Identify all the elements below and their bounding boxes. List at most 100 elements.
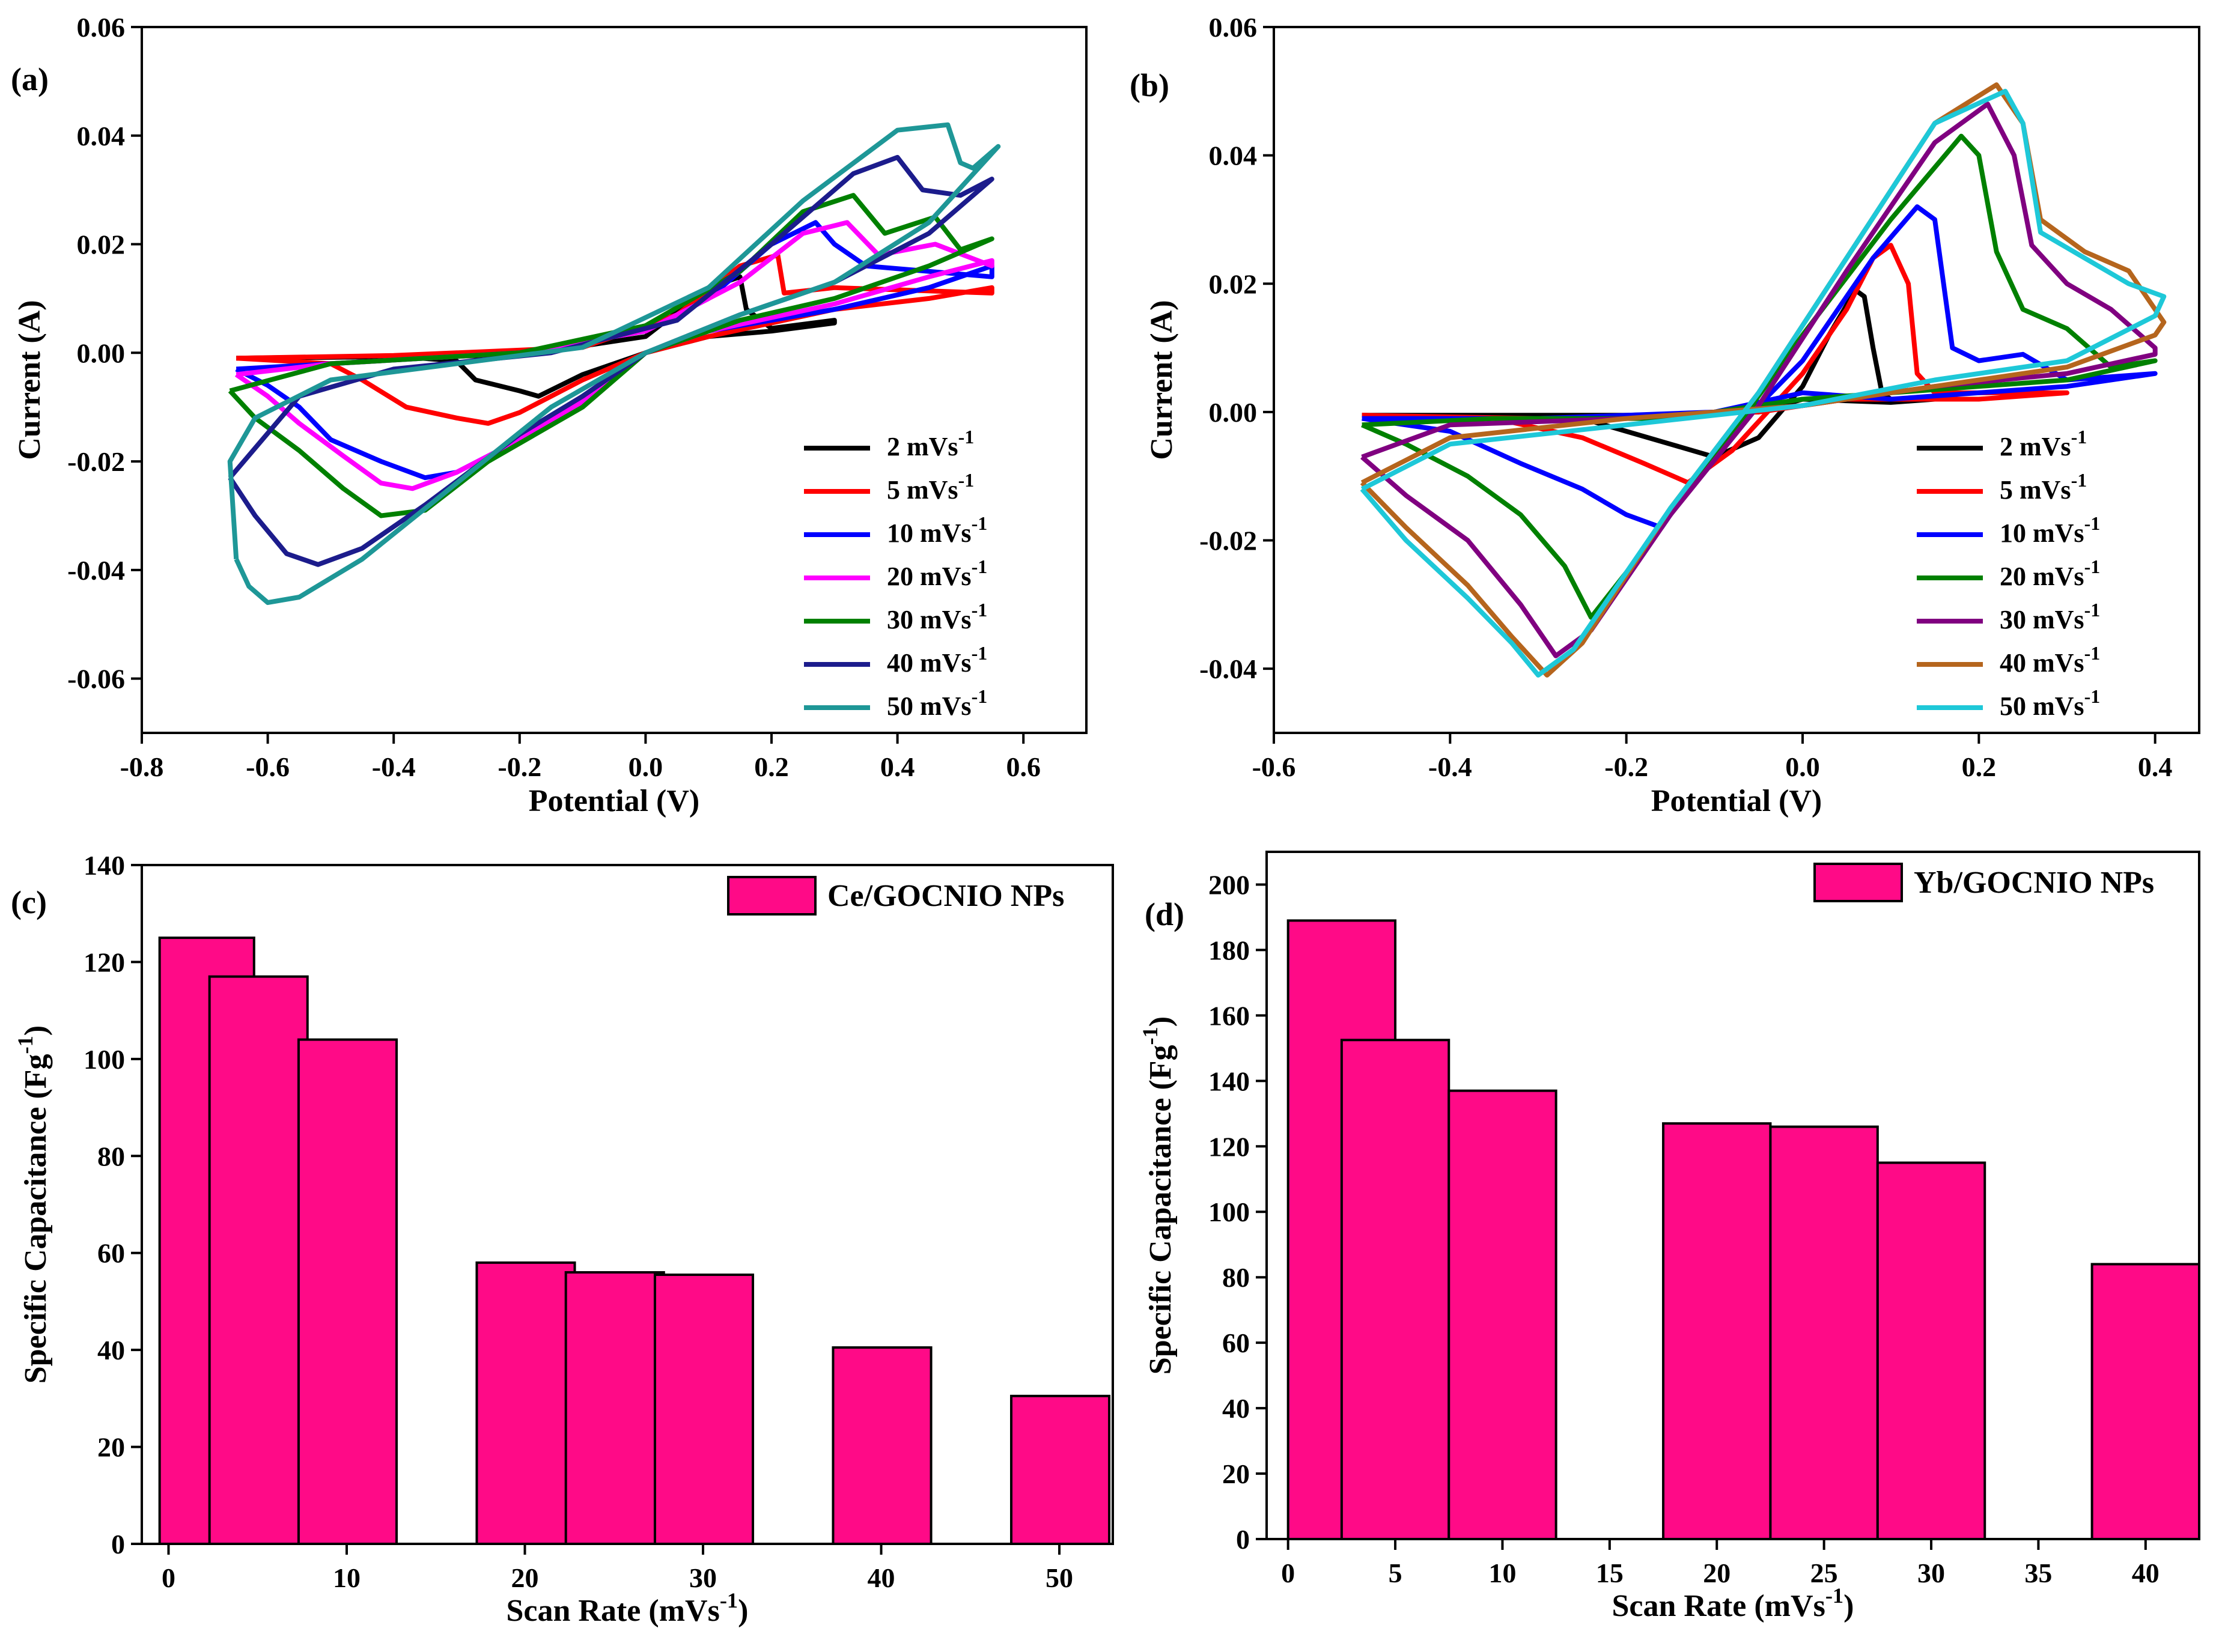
y-tick-label: 0.02 (1209, 269, 1258, 299)
x-axis-title: Potential (V) (529, 784, 699, 818)
capacitance-bar (2090, 1263, 2200, 1540)
y-axis-title: Current (A) (13, 300, 47, 460)
panel-a: -0.8 -0.6 -0.4 -0.2 0.0 0.2 0.4 0.6 -0.06 -0.04 -0… (11, 12, 1088, 818)
capacitance-bar (832, 1346, 933, 1546)
x-tick-label: 10 (333, 1562, 361, 1593)
legend-label: 20 mVs-1 (887, 556, 987, 591)
y-tick-label: 100 (1208, 1197, 1250, 1227)
y-axis-title: Current (A) (1145, 300, 1179, 460)
legend-label: 5 mVs-1 (2000, 469, 2087, 505)
x-tick-label: 0 (162, 1562, 175, 1593)
plot-frame (141, 26, 1088, 734)
y-tick-label: -0.02 (67, 446, 125, 477)
x-tick-label: -0.8 (120, 752, 164, 782)
y-tick-label: 0.02 (77, 229, 126, 260)
x-tick-label: 0.4 (2138, 752, 2173, 782)
x-tick-label: 0.6 (1006, 752, 1041, 782)
y-tick-label: 40 (1222, 1393, 1250, 1424)
y-axis-title: Specific Capacitance (Fg-1) (1138, 1016, 1178, 1374)
y-tick-label: 80 (1222, 1262, 1250, 1293)
capacitance-bar (1340, 1039, 1450, 1540)
x-tick-label: 30 (1917, 1558, 1945, 1588)
y-tick-label: 120 (84, 947, 125, 977)
y-tick-label: 0 (1236, 1524, 1250, 1555)
x-axis-title: Scan Rate (mVs-1) (1612, 1584, 1854, 1623)
capacitance-bar (1447, 1089, 1557, 1540)
capacitance-bar (1769, 1125, 1879, 1540)
y-tick-label: -0.06 (67, 664, 125, 694)
x-tick-label: 50 (1046, 1562, 1073, 1593)
legend-label: 2 mVs-1 (887, 426, 974, 461)
x-tick-label: 35 (2024, 1558, 2052, 1588)
x-tick-label: 20 (511, 1562, 539, 1593)
x-tick-label: 5 (1389, 1558, 1402, 1588)
x-axis-title: Potential (V) (1651, 784, 1822, 818)
y-tick-label: 0.06 (77, 12, 126, 43)
y-tick-label: 80 (97, 1141, 125, 1171)
y-tick-label: 120 (1208, 1131, 1250, 1162)
y-tick-label: 200 (1208, 869, 1250, 900)
x-tick-label: 40 (868, 1562, 895, 1593)
y-tick-label: 180 (1208, 935, 1250, 965)
y-tick-label: 140 (1208, 1066, 1250, 1096)
cv-curve-50-mVs (227, 122, 1001, 606)
x-tick-label: 20 (1703, 1558, 1730, 1588)
x-axis-title: Scan Rate (mVs-1) (507, 1588, 749, 1628)
legend-label: 20 mVs-1 (2000, 556, 2100, 591)
cv-curve-40-mVs (228, 154, 994, 567)
y-tick-label: 40 (97, 1335, 125, 1365)
plot-frame (1265, 851, 2200, 1540)
panel-label: (b) (1130, 67, 1169, 103)
x-tick-label: 15 (1596, 1558, 1624, 1588)
x-tick-label: 0.0 (629, 752, 663, 782)
panel-d: 0 5 10 15 20 25 30 35 40 0 20 40 60 80 100 120 140 160 180… (1138, 851, 2200, 1623)
x-tick-label: -0.2 (1604, 752, 1648, 782)
legend-label: 40 mVs-1 (887, 642, 987, 678)
cv-curve-20-mVs (234, 220, 994, 491)
x-tick-label: 40 (2132, 1558, 2160, 1588)
x-tick-label: 10 (1488, 1558, 1516, 1588)
x-tick-label: 30 (689, 1562, 717, 1593)
capacitance-bar (208, 975, 309, 1545)
panel-b: -0.6 -0.4 -0.2 0.0 0.2 0.4 -0.04 -0.02 0.00 0.02 0… (1130, 12, 2200, 818)
x-tick-label: -0.6 (246, 752, 290, 782)
legend-label: 40 mVs-1 (2000, 642, 2100, 678)
y-tick-label: -0.04 (67, 555, 125, 586)
y-tick-label: 0.06 (1209, 12, 1258, 43)
legend-swatch (727, 876, 817, 916)
panel-label: (d) (1145, 896, 1184, 932)
y-tick-label: 0 (111, 1529, 125, 1559)
plot-frame (141, 864, 1114, 1545)
legend-label: 50 mVs-1 (2000, 685, 2100, 721)
y-tick-label: 20 (1222, 1459, 1250, 1489)
y-tick-label: 100 (84, 1044, 125, 1075)
panel-c: 0 10 20 30 40 50 0 20 40 60 80 100 120 140 (c) Scan Rat… (11, 850, 1114, 1628)
legend-label: 5 mVs-1 (887, 469, 974, 505)
y-tick-label: -0.04 (1199, 654, 1257, 684)
capacitance-bar (1662, 1122, 1772, 1540)
capacitance-bar (297, 1038, 398, 1545)
x-tick-label: 0 (1281, 1558, 1295, 1588)
x-tick-label: -0.6 (1252, 752, 1296, 782)
y-tick-label: 160 (1208, 1000, 1250, 1031)
y-tick-label: 60 (1222, 1328, 1250, 1358)
capacitance-bar (1009, 1394, 1111, 1546)
y-tick-label: 0.00 (77, 338, 126, 368)
y-tick-label: -0.02 (1199, 526, 1257, 556)
legend-label: 30 mVs-1 (2000, 599, 2100, 634)
y-axis-title: Specific Capacitance (Fg-1) (13, 1025, 53, 1383)
capacitance-bar (564, 1271, 665, 1545)
legend-label: 30 mVs-1 (887, 599, 987, 634)
x-tick-label: 0.4 (880, 752, 915, 782)
x-tick-label: -0.4 (372, 752, 416, 782)
x-tick-label: 25 (1810, 1558, 1838, 1588)
legend-label: Yb/GOCNIO NPs (1914, 866, 2154, 900)
panel-label: (a) (11, 61, 49, 97)
capacitance-bar (1876, 1161, 1986, 1540)
legend-swatch (1813, 863, 1903, 902)
x-tick-label: 0.2 (1962, 752, 1997, 782)
plot-frame (1273, 26, 2200, 734)
x-tick-label: 0.2 (754, 752, 789, 782)
y-tick-label: 0.04 (77, 121, 126, 151)
capacitance-bar (475, 1261, 576, 1546)
